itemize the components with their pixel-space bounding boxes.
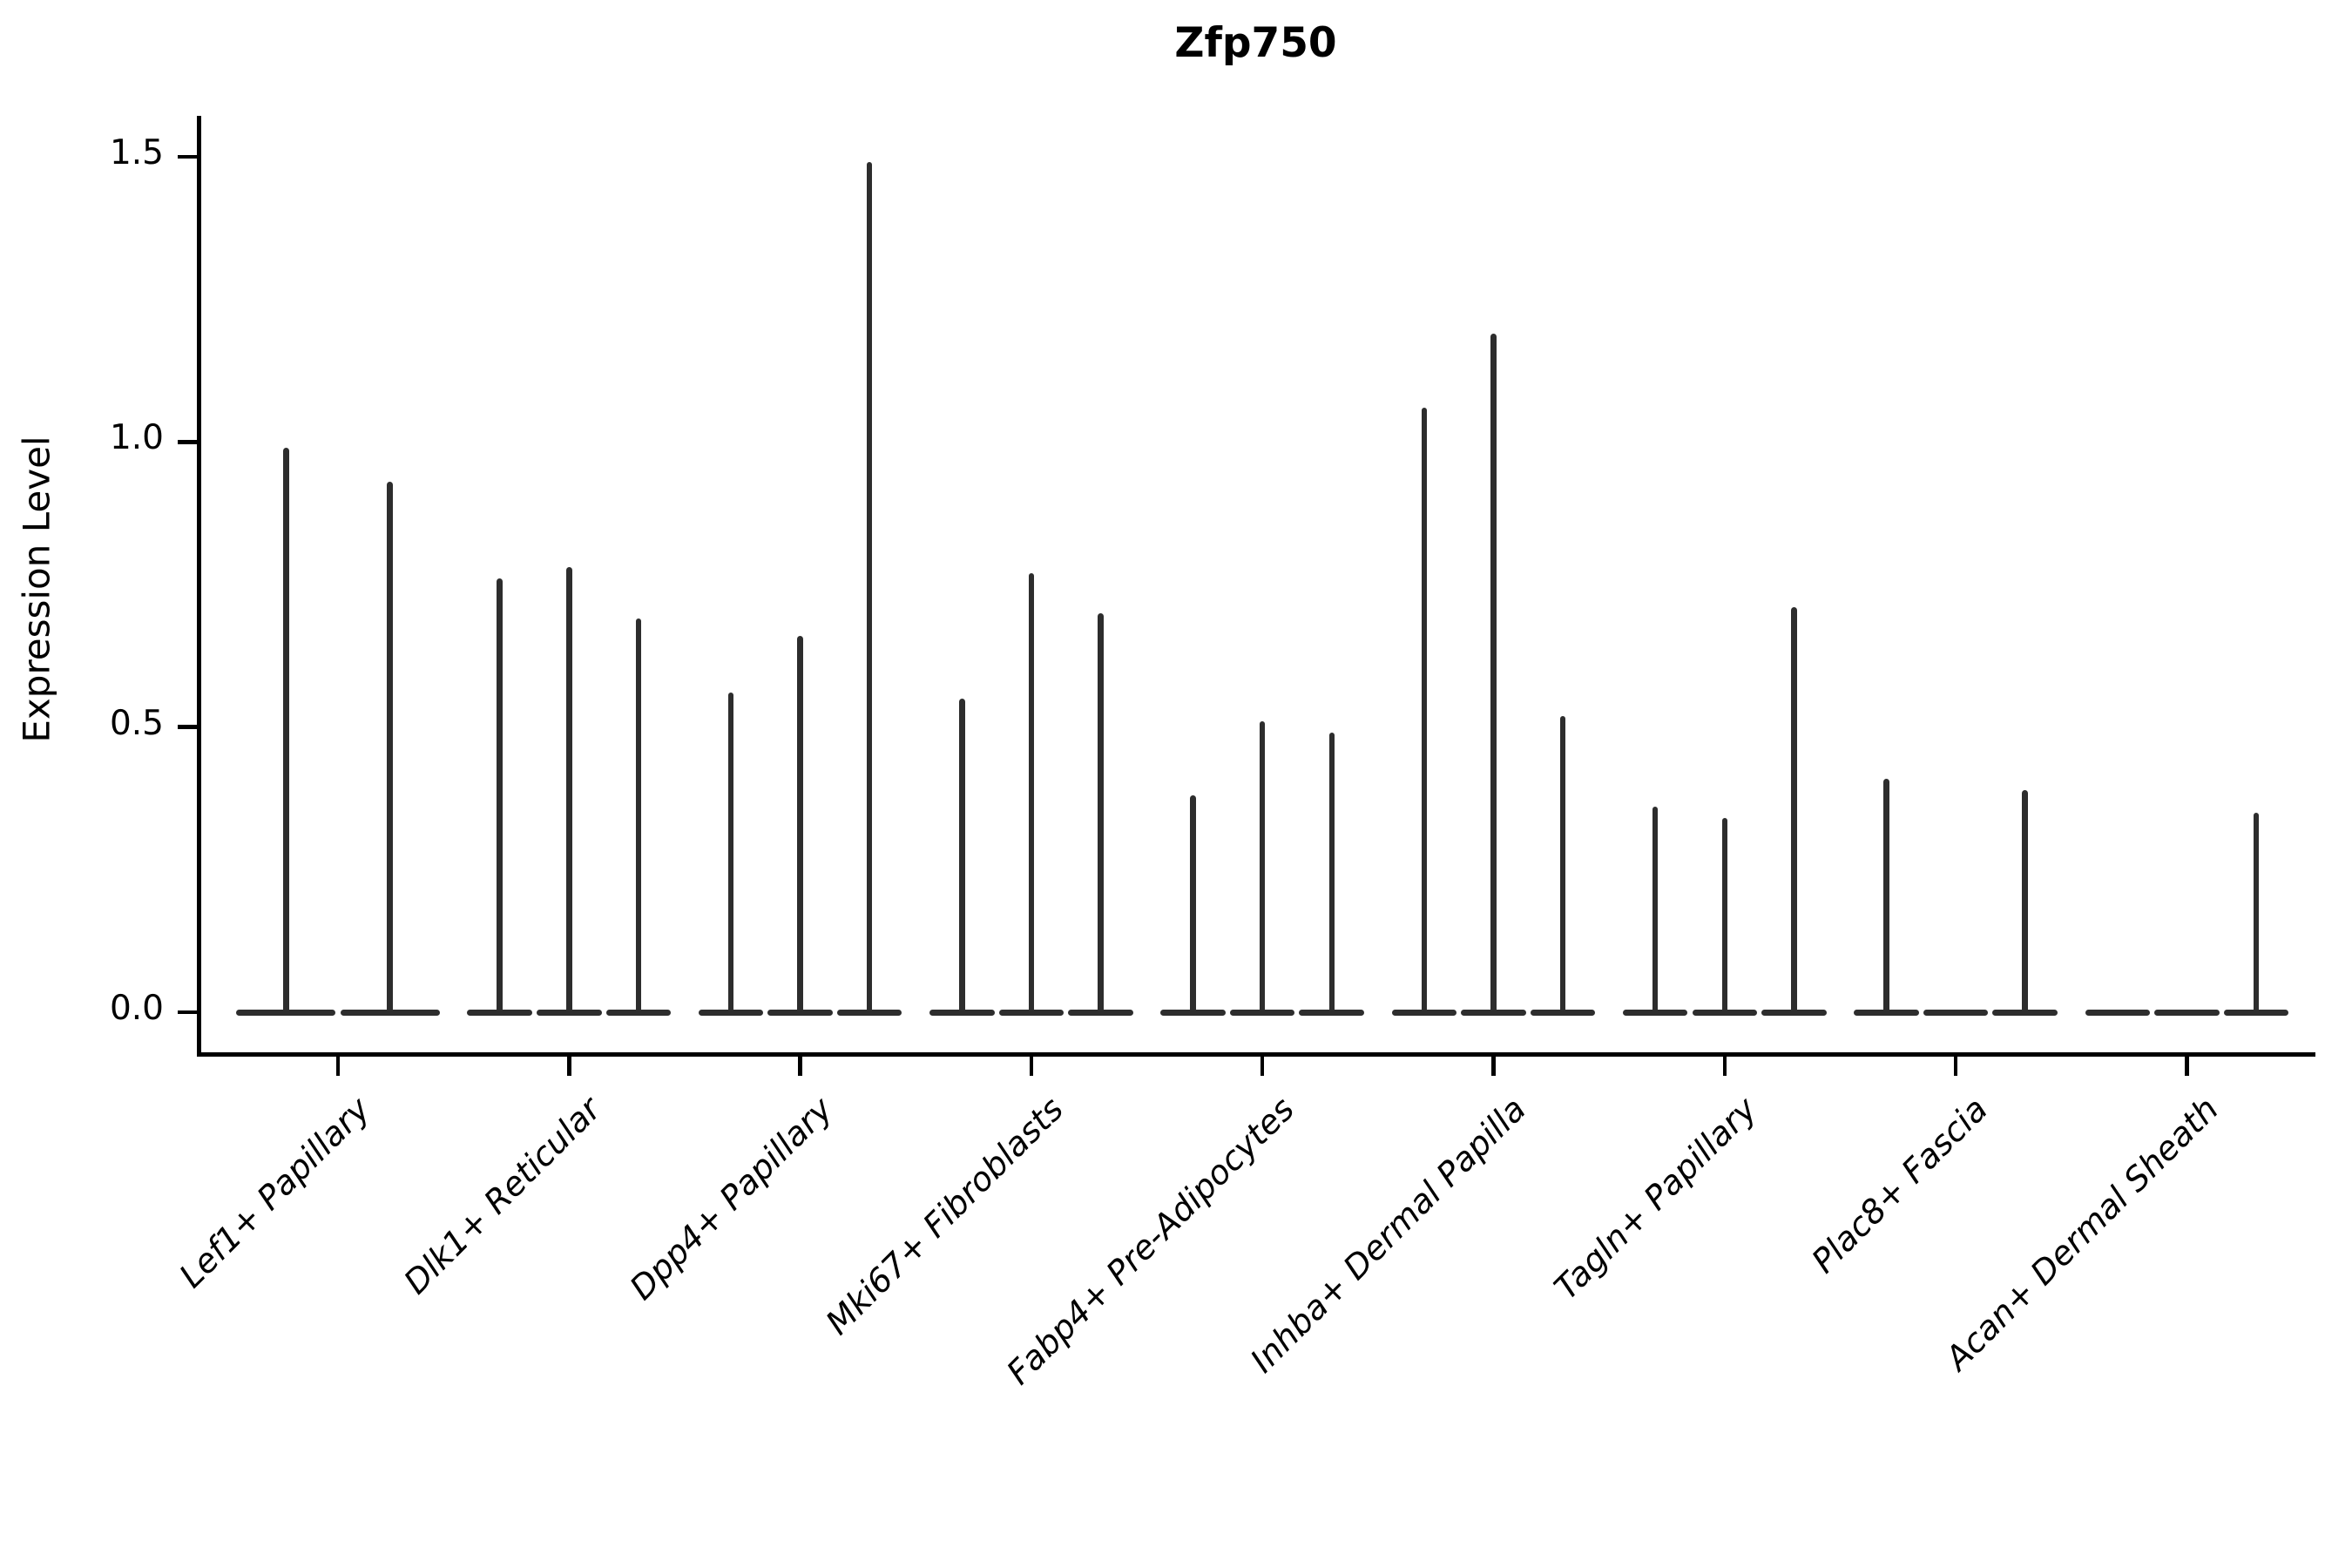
violin-spike-2-1 xyxy=(497,578,503,1012)
y-tick-mark xyxy=(177,725,197,729)
violin-spike-4-1 xyxy=(959,698,965,1012)
violin-spike-3-2 xyxy=(797,635,803,1012)
violin-baseline-5-1 xyxy=(1160,1009,1226,1016)
violin-spike-1-1 xyxy=(283,447,289,1012)
violin-baseline-6-3 xyxy=(1530,1009,1596,1016)
violin-baseline-9-2 xyxy=(2154,1009,2220,1016)
violin-baseline-6-1 xyxy=(1391,1009,1457,1016)
x-tick-mark xyxy=(1953,1056,1958,1076)
violin-baseline-6-2 xyxy=(1461,1009,1526,1016)
violin-spike-6-1 xyxy=(1421,408,1428,1012)
violin-baseline-4-1 xyxy=(929,1009,995,1016)
violin-spike-4-3 xyxy=(1098,612,1104,1012)
y-tick-label: 1.5 xyxy=(109,132,164,172)
violin-baseline-8-1 xyxy=(1854,1009,1919,1016)
y-tick-label: 0.0 xyxy=(109,989,164,1028)
violin-spike-5-3 xyxy=(1328,733,1335,1012)
violin-baseline-3-1 xyxy=(698,1009,764,1016)
violin-baseline-2-2 xyxy=(537,1009,602,1016)
violin-baseline-1-1 xyxy=(236,1009,336,1016)
violin-baseline-5-2 xyxy=(1229,1009,1295,1016)
x-tick-mark xyxy=(1491,1056,1496,1076)
violin-spike-4-2 xyxy=(1028,572,1035,1012)
x-tick-label: Tagln+ Papillary xyxy=(1546,1089,1764,1307)
violin-spike-7-1 xyxy=(1652,807,1659,1012)
violin-baseline-2-1 xyxy=(467,1009,532,1016)
y-tick-mark xyxy=(177,440,197,444)
x-tick-label: Mki67+ Fibroblasts xyxy=(818,1089,1071,1342)
x-tick-mark xyxy=(1260,1056,1265,1076)
violin-baseline-9-3 xyxy=(2223,1009,2289,1016)
violin-baseline-4-3 xyxy=(1068,1009,1133,1016)
violin-baseline-8-2 xyxy=(1923,1009,1989,1016)
violin-baseline-3-3 xyxy=(836,1009,902,1016)
violin-baseline-7-2 xyxy=(1692,1009,1758,1016)
violin-baseline-1-2 xyxy=(340,1009,440,1016)
chart-title: Zfp750 xyxy=(1174,19,1337,67)
y-axis-label: Expression Level xyxy=(15,436,58,743)
violin-spike-7-3 xyxy=(1791,607,1797,1012)
x-axis-spine xyxy=(196,1051,2315,1057)
y-tick-mark xyxy=(177,154,197,159)
x-tick-mark xyxy=(1722,1056,1727,1076)
y-axis-spine xyxy=(196,116,201,1057)
x-tick-mark xyxy=(798,1056,802,1076)
violin-spike-8-3 xyxy=(2022,789,2028,1012)
x-tick-mark xyxy=(2185,1056,2189,1076)
x-tick-label: Inhba+ Dermal Papilla xyxy=(1242,1089,1533,1380)
violin-baseline-2-3 xyxy=(605,1009,672,1016)
violin-spike-3-1 xyxy=(727,693,734,1012)
x-tick-mark xyxy=(567,1056,571,1076)
violin-spike-8-1 xyxy=(1883,778,1889,1012)
x-tick-label: Lef1+ Papillary xyxy=(172,1089,378,1295)
violin-baseline-5-3 xyxy=(1299,1009,1365,1016)
violin-baseline-4-2 xyxy=(998,1009,1064,1016)
violin-spike-2-2 xyxy=(566,567,572,1012)
violin-baseline-7-1 xyxy=(1622,1009,1688,1016)
x-tick-mark xyxy=(335,1056,341,1076)
violin-baseline-7-3 xyxy=(1761,1009,1827,1016)
y-tick-label: 1.0 xyxy=(109,418,164,458)
violin-baseline-8-3 xyxy=(1992,1009,2058,1016)
violin-spike-2-3 xyxy=(635,618,642,1012)
x-tick-label: Plac8+ Fascia xyxy=(1804,1089,1996,1281)
y-tick-mark xyxy=(177,1010,197,1015)
violin-spike-7-2 xyxy=(1721,818,1728,1012)
violin-spike-6-3 xyxy=(1559,715,1566,1012)
violin-spike-5-2 xyxy=(1259,721,1266,1012)
x-tick-label: Dpp4+ Papillary xyxy=(622,1089,840,1308)
violin-spike-3-3 xyxy=(866,162,873,1012)
violin-spike-1-2 xyxy=(387,482,393,1012)
x-tick-label: Dlk1+ Reticular xyxy=(396,1089,609,1301)
violin-baseline-3-2 xyxy=(767,1009,833,1016)
x-tick-label: Fabp4+ Pre-Adipocytes xyxy=(999,1089,1302,1392)
violin-spike-9-3 xyxy=(2253,812,2260,1012)
violin-spike-5-1 xyxy=(1190,795,1196,1012)
y-tick-label: 0.5 xyxy=(109,703,164,743)
violin-spike-6-2 xyxy=(1490,333,1497,1012)
x-tick-mark xyxy=(1029,1056,1034,1076)
violin-baseline-9-1 xyxy=(2085,1009,2151,1016)
x-tick-label: Acan+ Dermal Sheath xyxy=(1938,1089,2227,1377)
